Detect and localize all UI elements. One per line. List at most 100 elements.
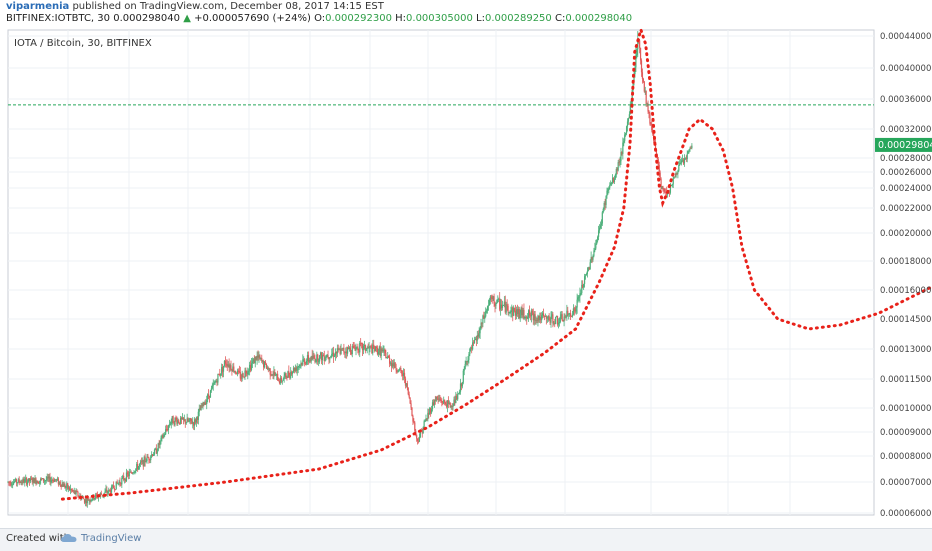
candle-body [596, 239, 598, 245]
candle-body [677, 170, 679, 174]
candle-body [360, 342, 362, 344]
candle-body [325, 357, 327, 359]
candle-body [319, 352, 322, 356]
candle-body [174, 417, 176, 425]
price-tick-label: 0.00036000 [880, 95, 931, 105]
candle-body [70, 488, 73, 491]
candle-body [409, 397, 411, 404]
candle-body [84, 499, 87, 503]
candle-body [118, 481, 120, 484]
candle-body [95, 494, 97, 498]
candle-body [306, 355, 309, 362]
candle-body [577, 297, 579, 300]
candle-body [431, 402, 434, 410]
candle-body [328, 357, 330, 360]
candle-body [312, 355, 314, 360]
candle-body [194, 419, 197, 423]
candle-body [582, 284, 584, 288]
candle-body [257, 355, 259, 358]
candle-body [648, 111, 650, 113]
low-label: L: [476, 13, 485, 24]
candle-body [597, 230, 600, 237]
candle-body [684, 158, 686, 160]
candle-body [528, 310, 531, 316]
open-value: 0.000292300 [325, 13, 392, 24]
change-value: +0.000057690 (+24%) [194, 13, 311, 24]
candle-body [170, 420, 172, 424]
candle-body [153, 449, 156, 455]
candle-body [63, 484, 65, 487]
candle-body [320, 352, 323, 361]
candle-body [364, 344, 366, 351]
candle-body [370, 346, 372, 348]
tradingview-brand[interactable]: TradingView [81, 533, 142, 544]
candle-body [8, 481, 10, 483]
candle-body [211, 385, 213, 389]
candle-body [405, 383, 407, 386]
candle-body [218, 373, 220, 375]
price-chart[interactable]: 0.00044000 0.00040000 0.00036000 0.00032000… [0, 24, 932, 528]
candle-body [67, 483, 69, 489]
candle-body [672, 178, 674, 185]
candle-body [79, 495, 81, 497]
candle-body [595, 244, 597, 249]
candle-body [323, 356, 325, 361]
price-axis[interactable]: 0.00044000 0.00040000 0.00036000 0.00032000… [880, 32, 931, 519]
candle-body [24, 479, 26, 483]
candle-body [585, 273, 588, 276]
candle-body [292, 367, 295, 372]
candle-body [615, 168, 617, 175]
candle-body [559, 316, 561, 322]
candle-body [483, 315, 485, 319]
candle-body [331, 353, 333, 356]
candle-body [354, 348, 356, 351]
candle-body [452, 405, 454, 408]
candle-body [18, 479, 20, 483]
candle-body [540, 317, 542, 321]
price-tick-label: 0.00024000 [880, 184, 931, 194]
candle-body [146, 456, 148, 461]
candle-body [685, 158, 687, 160]
candle-body [294, 367, 296, 372]
candle-body [542, 313, 544, 316]
candle-body [247, 371, 249, 375]
candle-body [275, 374, 277, 376]
candle-body [308, 359, 310, 362]
candle-body [406, 383, 408, 389]
candle-body [535, 319, 537, 321]
candle-body [90, 499, 92, 502]
publisher-username[interactable]: viparmenia [6, 1, 70, 12]
candle-body [358, 350, 360, 353]
candle-body [305, 361, 308, 364]
candle-body [7, 481, 9, 483]
candle-body [317, 354, 319, 362]
candle-body [200, 405, 202, 411]
candle-body [552, 314, 554, 324]
chart-area[interactable]: 0.00044000 0.00040000 0.00036000 0.00032000… [0, 24, 932, 528]
candle-body [495, 303, 497, 306]
candle-body [567, 310, 569, 315]
candle-body [220, 373, 222, 376]
candle-body [164, 434, 166, 436]
candle-body [626, 121, 629, 127]
candle-body [104, 491, 106, 493]
candle-body [166, 429, 168, 430]
candle-body [119, 481, 121, 484]
candle-body [347, 347, 350, 350]
candle-body [509, 312, 511, 313]
candle-body [248, 370, 250, 372]
candle-body [570, 316, 573, 318]
candle-body [387, 356, 389, 358]
candle-body [78, 496, 80, 498]
candle-body [326, 355, 328, 358]
candle-body [156, 450, 158, 454]
candle-body [550, 316, 552, 323]
candle-body [309, 359, 311, 362]
candle-body [402, 372, 405, 376]
candle-body [467, 359, 469, 362]
candle-body [524, 317, 526, 319]
candle-body [430, 409, 433, 413]
candle-body [375, 346, 378, 349]
candle-body [180, 417, 182, 424]
candle-body [361, 343, 363, 345]
